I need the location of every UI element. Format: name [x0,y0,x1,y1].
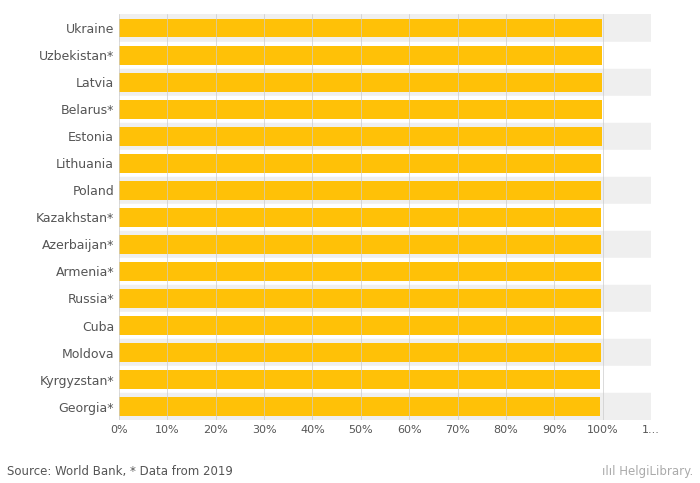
Bar [119,370,600,389]
Bar [119,18,602,38]
Bar [119,123,651,150]
Bar [119,289,601,308]
Bar [119,127,602,146]
Bar [119,366,651,393]
Bar [119,312,651,339]
Bar [119,154,601,173]
Bar [119,42,651,69]
Bar [119,393,651,420]
Bar [119,262,601,281]
Bar [119,343,601,362]
Bar [119,150,651,177]
Bar [119,72,602,92]
Bar [119,181,601,200]
Bar [119,69,651,96]
Text: Source: World Bank, * Data from 2019: Source: World Bank, * Data from 2019 [7,465,233,478]
Bar [119,99,602,119]
Bar [119,316,601,335]
Bar [119,285,651,312]
Bar [119,235,601,254]
Bar [119,339,651,366]
Bar [119,14,651,42]
Bar [119,208,601,227]
Bar [119,204,651,231]
Bar [119,258,651,285]
Bar [119,177,651,204]
Bar [119,397,600,416]
Bar [119,45,602,65]
Bar [119,96,651,123]
Text: ılıl HelgiLibrary.: ılıl HelgiLibrary. [602,465,693,478]
Bar [119,231,651,258]
